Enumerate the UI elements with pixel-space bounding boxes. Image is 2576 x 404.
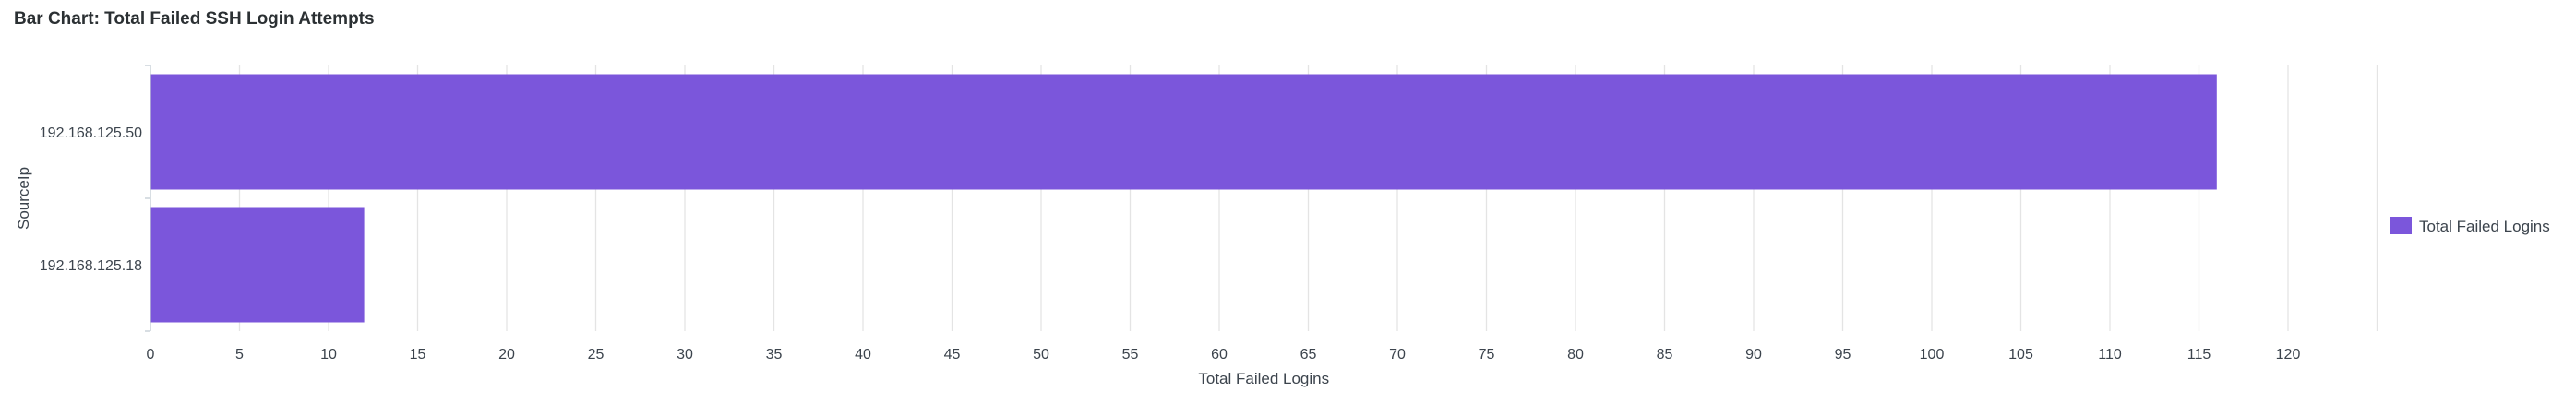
bar [150, 207, 365, 323]
x-axis-title: Total Failed Logins [1198, 370, 1329, 387]
x-tick-label: 95 [1835, 347, 1851, 362]
y-axis-title: SourceIp [15, 167, 32, 230]
x-tick-label: 70 [1389, 347, 1406, 362]
x-tick-label: 60 [1211, 347, 1228, 362]
x-tick-label: 85 [1657, 347, 1673, 362]
x-tick-label: 45 [944, 347, 961, 362]
y-tick-labels: 192.168.125.50 192.168.125.18 [40, 125, 142, 274]
y-tick-label: 192.168.125.18 [40, 258, 142, 274]
x-tick-label: 100 [1920, 347, 1945, 362]
x-tick-label: 55 [1122, 347, 1139, 362]
x-tick-label: 20 [498, 347, 515, 362]
x-tick-label: 120 [2276, 347, 2301, 362]
bar [150, 74, 2217, 190]
x-tick-label: 35 [766, 347, 783, 362]
x-tick-label: 15 [410, 347, 426, 362]
x-tick-label: 115 [2187, 347, 2211, 362]
x-tick-label: 40 [855, 347, 871, 362]
x-tick-label: 105 [2008, 347, 2033, 362]
bars [150, 74, 2217, 323]
legend-swatch[interactable] [2390, 217, 2412, 234]
x-tick-label: 10 [320, 347, 337, 362]
x-tick-label: 50 [1033, 347, 1049, 362]
x-tick-label: 65 [1300, 347, 1317, 362]
axes [145, 65, 151, 332]
legend-label[interactable]: Total Failed Logins [2419, 218, 2550, 235]
x-tick-label: 110 [2098, 347, 2122, 362]
x-tick-label: 80 [1567, 347, 1584, 362]
x-tick-label: 75 [1479, 347, 1495, 362]
legend[interactable]: Total Failed Logins [2390, 217, 2550, 235]
chart-title: Bar Chart: Total Failed SSH Login Attemp… [14, 9, 375, 29]
x-tick-label: 0 [147, 347, 155, 362]
y-tick-label: 192.168.125.50 [40, 125, 142, 141]
x-tick-label: 25 [588, 347, 605, 362]
x-tick-label: 5 [235, 347, 244, 362]
x-tick-labels: 0 5 10 15 20 25 30 35 40 45 50 55 60 65 70 75 80 85 90 95 10… [147, 347, 2301, 362]
x-tick-label: 90 [1745, 347, 1762, 362]
x-tick-label: 30 [677, 347, 693, 362]
